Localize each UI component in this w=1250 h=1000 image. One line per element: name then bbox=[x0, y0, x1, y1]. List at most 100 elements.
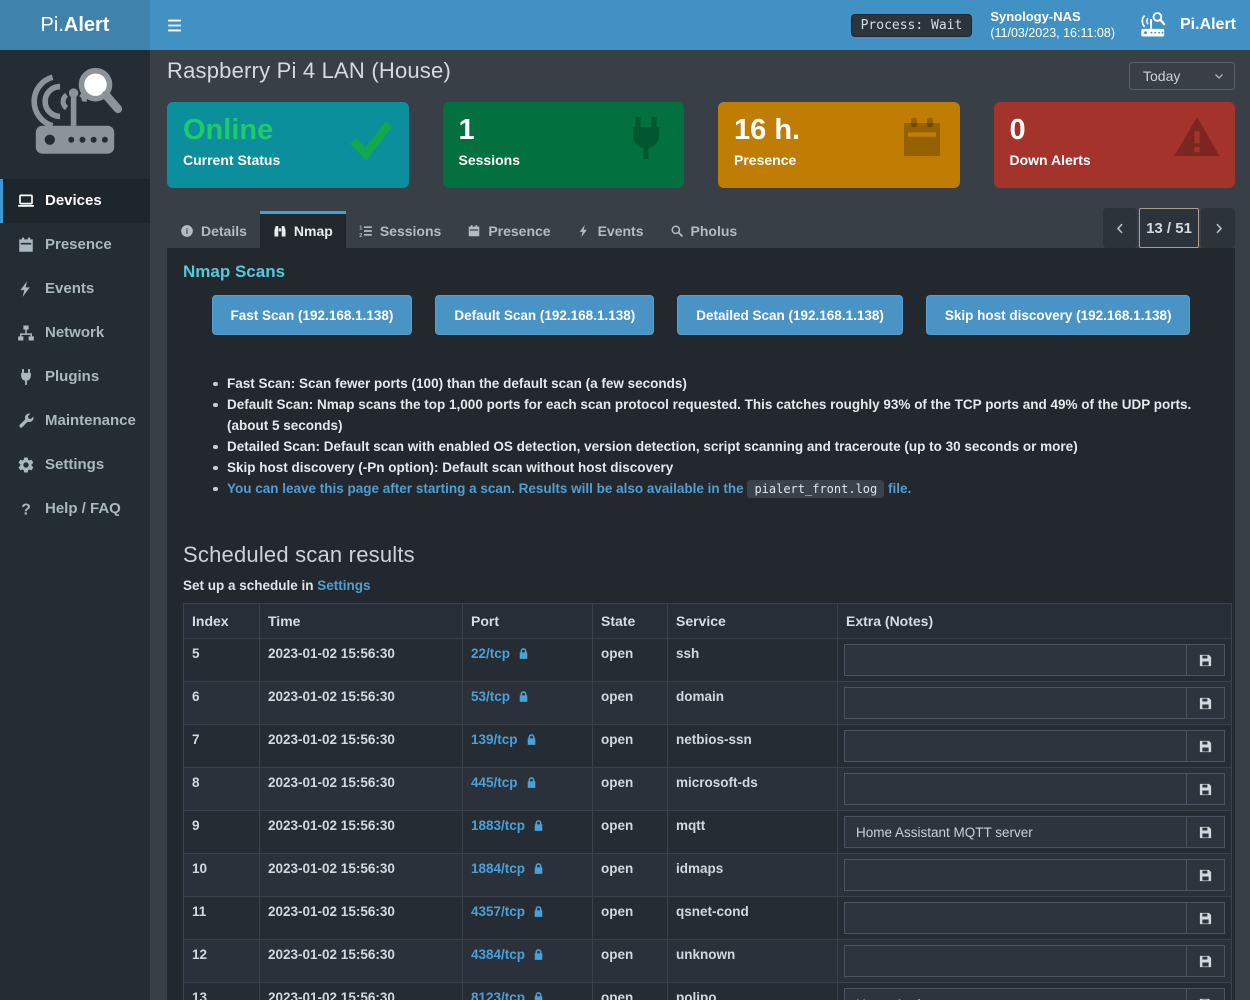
cell-state: open bbox=[592, 681, 668, 725]
sidebar-item-plugins[interactable]: Plugins bbox=[0, 355, 150, 399]
cell-time: 2023-01-02 15:56:30 bbox=[259, 853, 463, 897]
log-filename-code: pialert_front.log bbox=[747, 480, 885, 498]
cell-time: 2023-01-02 15:56:30 bbox=[259, 724, 463, 768]
prev-device-button[interactable] bbox=[1103, 208, 1137, 248]
sidebar-item-events[interactable]: Events bbox=[0, 267, 150, 311]
note-input[interactable] bbox=[845, 860, 1186, 890]
card-value: 1 bbox=[458, 114, 475, 146]
scan-note: Fast Scan: Scan fewer ports (100) than t… bbox=[213, 373, 1225, 394]
column-header-service: Service bbox=[667, 603, 838, 639]
settings-link[interactable]: Settings bbox=[317, 578, 371, 593]
calendar-icon bbox=[17, 236, 35, 254]
note-input[interactable] bbox=[845, 731, 1186, 761]
tab-presence[interactable]: Presence bbox=[454, 211, 563, 248]
save-note-button[interactable] bbox=[1186, 860, 1224, 890]
app-logo-text: Pi.Alert bbox=[40, 13, 110, 36]
port-link[interactable]: 8123/tcp bbox=[471, 990, 545, 1000]
plug-icon bbox=[17, 368, 35, 386]
lock-icon bbox=[532, 991, 545, 1000]
router-scan-icon bbox=[1137, 11, 1171, 39]
skip-host-discovery-button[interactable]: Skip host discovery (192.168.1.138) bbox=[925, 295, 1191, 335]
tab-nmap[interactable]: Nmap bbox=[259, 211, 346, 248]
calendar-icon bbox=[467, 224, 481, 238]
status-card-presence[interactable]: 16 h. Presence bbox=[718, 102, 960, 188]
table-row: 12 2023-01-02 15:56:30 4384/tcp open unknown bbox=[183, 939, 1232, 983]
lock-icon bbox=[532, 905, 545, 918]
note-input[interactable] bbox=[845, 645, 1186, 675]
scan-table-header: Index Time Port State Service Extra (Notes) bbox=[183, 603, 1232, 639]
cell-index: 9 bbox=[183, 810, 260, 854]
cell-extra-notes bbox=[837, 681, 1232, 725]
save-note-button[interactable] bbox=[1186, 645, 1224, 675]
save-note-button[interactable] bbox=[1186, 903, 1224, 933]
process-status-badge: Process: Wait bbox=[850, 13, 973, 37]
scan-note: Detailed Scan: Default scan with enabled… bbox=[213, 436, 1225, 457]
scheduled-results-heading: Scheduled scan results bbox=[183, 542, 415, 567]
status-cards: Online Current Status 1 Sessions 16 h. Presen… bbox=[167, 102, 1235, 188]
floppy-icon bbox=[1198, 997, 1213, 1000]
floppy-icon bbox=[1198, 954, 1213, 969]
app-logo[interactable]: Pi.Alert bbox=[0, 0, 150, 50]
port-link[interactable]: 22/tcp bbox=[471, 646, 530, 661]
save-note-button[interactable] bbox=[1186, 688, 1224, 718]
note-input[interactable] bbox=[845, 774, 1186, 804]
table-row: 5 2023-01-02 15:56:30 22/tcp open ssh bbox=[183, 638, 1232, 682]
card-label: Presence bbox=[734, 152, 797, 168]
note-input[interactable] bbox=[845, 989, 1186, 1000]
sidebar-item-presence[interactable]: Presence bbox=[0, 223, 150, 267]
card-value: Online bbox=[183, 114, 274, 146]
cell-service: domain bbox=[667, 681, 838, 725]
note-input[interactable] bbox=[845, 903, 1186, 933]
sitemap-icon bbox=[17, 324, 35, 342]
sidebar-item-devices[interactable]: Devices bbox=[0, 178, 150, 223]
info-icon: i bbox=[180, 224, 194, 238]
note-input[interactable] bbox=[845, 817, 1186, 847]
port-link[interactable]: 139/tcp bbox=[471, 732, 538, 747]
tab-details[interactable]: i Details bbox=[167, 211, 260, 248]
status-card-sessions[interactable]: 1 Sessions bbox=[442, 102, 684, 188]
cell-service: qsnet-cond bbox=[667, 896, 838, 940]
status-card-down-alerts[interactable]: 0 Down Alerts bbox=[993, 102, 1235, 188]
tab-pholus[interactable]: Pholus bbox=[657, 211, 751, 248]
sidebar-toggle-button[interactable] bbox=[150, 0, 198, 50]
save-note-button[interactable] bbox=[1186, 731, 1224, 761]
sidebar-item-maintenance[interactable]: Maintenance bbox=[0, 399, 150, 443]
sidebar-item-network[interactable]: Network bbox=[0, 311, 150, 355]
fast-scan-button[interactable]: Fast Scan (192.168.1.138) bbox=[211, 295, 413, 335]
port-link[interactable]: 4384/tcp bbox=[471, 947, 545, 962]
note-input[interactable] bbox=[845, 946, 1186, 976]
port-link[interactable]: 1884/tcp bbox=[471, 861, 545, 876]
cell-time: 2023-01-02 15:56:30 bbox=[259, 939, 463, 983]
sidebar-item-settings[interactable]: Settings bbox=[0, 443, 150, 487]
floppy-icon bbox=[1198, 696, 1213, 711]
note-input[interactable] bbox=[845, 688, 1186, 718]
lock-icon bbox=[532, 862, 545, 875]
status-card-current-status[interactable]: Online Current Status bbox=[167, 102, 409, 188]
sidebar-item-help-faq[interactable]: ? Help / FAQ bbox=[0, 487, 150, 531]
detailed-scan-button[interactable]: Detailed Scan (192.168.1.138) bbox=[677, 295, 903, 335]
save-note-button[interactable] bbox=[1186, 946, 1224, 976]
default-scan-button[interactable]: Default Scan (192.168.1.138) bbox=[435, 295, 655, 335]
port-link[interactable]: 53/tcp bbox=[471, 689, 530, 704]
period-select[interactable]: Today bbox=[1129, 62, 1235, 90]
navbar-brand[interactable]: Pi.Alert bbox=[1137, 11, 1236, 39]
cell-time: 2023-01-02 15:56:30 bbox=[259, 638, 463, 682]
save-note-button[interactable] bbox=[1186, 774, 1224, 804]
navbar: Process: Wait Synology-NAS (11/03/2023, … bbox=[150, 0, 1250, 50]
lock-icon bbox=[525, 733, 538, 746]
next-device-button[interactable] bbox=[1201, 208, 1235, 248]
lock-icon bbox=[532, 948, 545, 961]
port-link[interactable]: 445/tcp bbox=[471, 775, 538, 790]
sidebar-menu: Devices Presence Events Network Plugins Maint… bbox=[0, 178, 150, 531]
cell-time: 2023-01-02 15:56:30 bbox=[259, 896, 463, 940]
port-link[interactable]: 1883/tcp bbox=[471, 818, 545, 833]
note-input-group bbox=[844, 687, 1225, 719]
port-link[interactable]: 4357/tcp bbox=[471, 904, 545, 919]
tab-sessions[interactable]: 1 2 Sessions bbox=[346, 211, 454, 248]
save-note-button[interactable] bbox=[1186, 817, 1224, 847]
save-note-button[interactable] bbox=[1186, 989, 1224, 1000]
column-header-extra-notes: Extra (Notes) bbox=[837, 603, 1232, 639]
tab-events[interactable]: Events bbox=[564, 211, 657, 248]
svg-text:i: i bbox=[186, 227, 188, 236]
